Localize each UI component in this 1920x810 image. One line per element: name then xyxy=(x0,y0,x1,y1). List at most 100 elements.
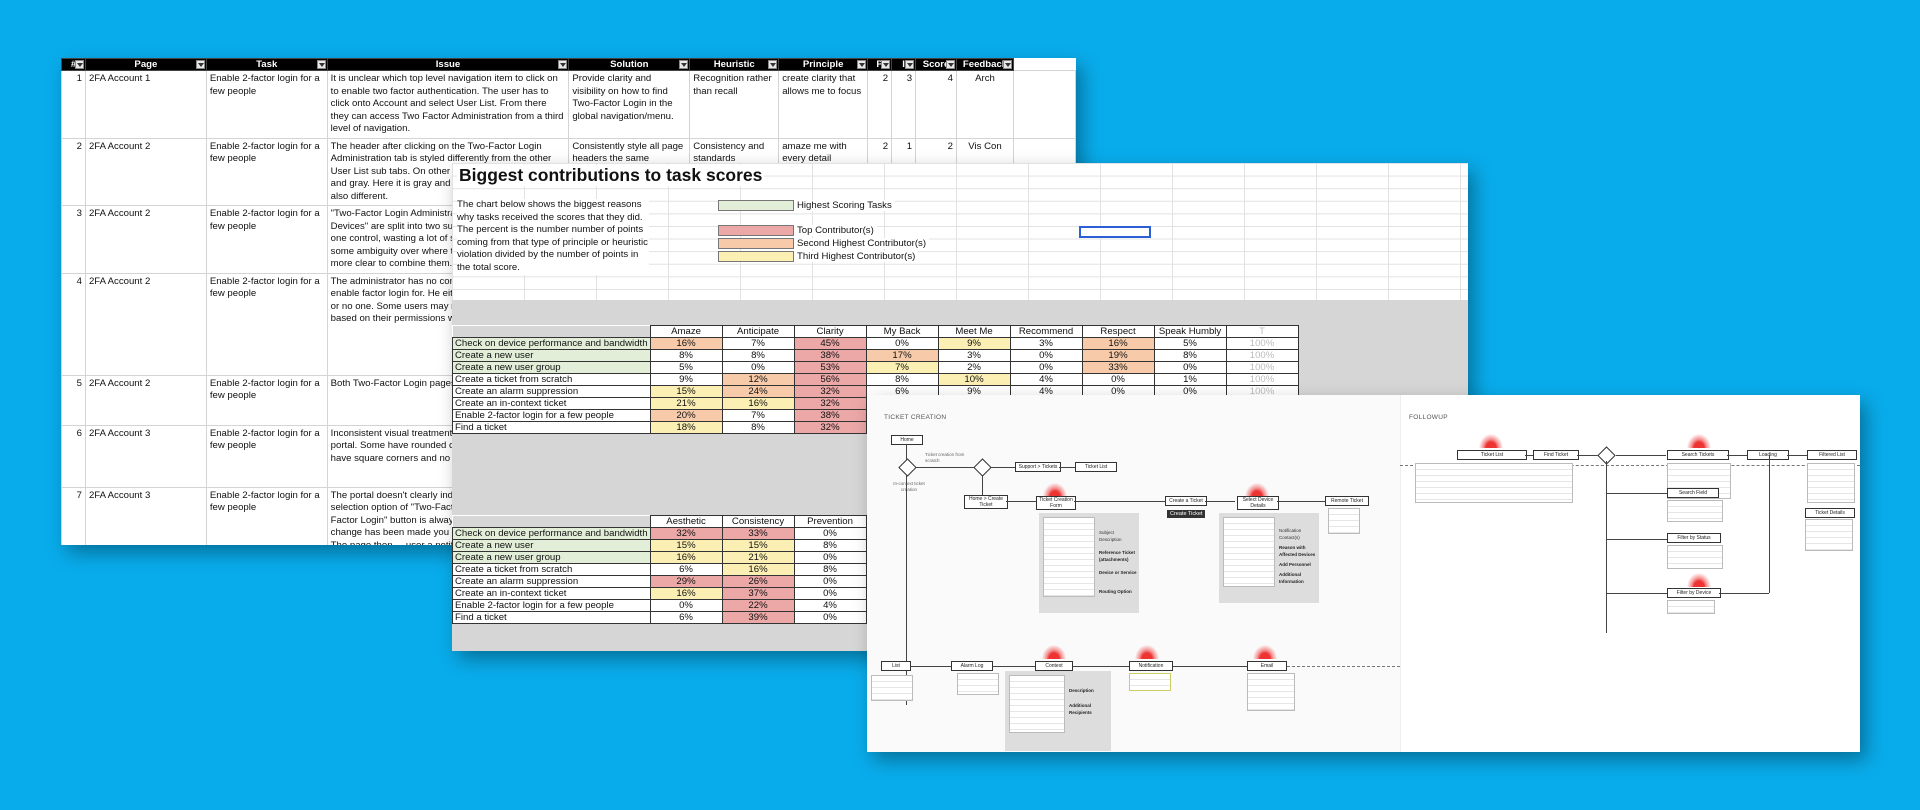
column-header-heuristic[interactable]: Heuristic xyxy=(689,58,780,71)
percent-cell[interactable]: 7% xyxy=(721,409,795,422)
percent-cell[interactable]: 0% xyxy=(793,575,867,588)
percent-cell[interactable]: 0% xyxy=(793,587,867,600)
cell-page[interactable]: 2FA Account 2 xyxy=(84,272,207,376)
cell-score[interactable]: 4 xyxy=(915,70,958,139)
node-find-ticket[interactable]: Find Ticket xyxy=(1533,450,1579,460)
node-search-tickets[interactable]: Search Tickets xyxy=(1667,450,1729,460)
percent-cell[interactable]: 4% xyxy=(793,599,867,612)
node-remote-ticket[interactable]: Remote Ticket xyxy=(1325,496,1369,506)
cell-n[interactable]: 5 xyxy=(61,374,86,426)
node-select-device[interactable]: Select Device Details xyxy=(1237,496,1279,510)
percent-cell[interactable]: 16% xyxy=(649,551,723,564)
col-aesthetic[interactable]: Aesthetic xyxy=(649,515,723,528)
node-notification[interactable]: Notification xyxy=(1129,661,1173,671)
percent-cell[interactable]: 38% xyxy=(793,409,867,422)
filter-dropdown-icon[interactable] xyxy=(768,60,778,69)
cell-solution[interactable]: Provide clarity and visibility on how to… xyxy=(568,70,691,139)
percent-cell[interactable]: 4% xyxy=(1009,373,1083,386)
task-name[interactable]: Check on device performance and bandwidt… xyxy=(452,337,651,350)
cell-task[interactable]: Enable 2-factor login for a few people xyxy=(205,205,328,274)
task-name[interactable]: Enable 2-factor login for a few people xyxy=(452,599,651,612)
filter-dropdown-icon[interactable] xyxy=(74,60,84,69)
percent-cell[interactable]: 16% xyxy=(721,397,795,410)
task-name[interactable]: Create an in-context ticket xyxy=(452,587,651,600)
percent-cell[interactable]: 5% xyxy=(1153,337,1227,350)
column-header-i[interactable]: I xyxy=(891,58,917,71)
percent-cell[interactable]: 0% xyxy=(1009,361,1083,374)
column-header-issue[interactable]: Issue xyxy=(326,58,570,71)
create-ticket-button[interactable]: Create Ticket xyxy=(1167,510,1206,518)
column-header-p[interactable]: P xyxy=(867,58,893,71)
percent-cell[interactable]: 15% xyxy=(649,385,723,398)
col-prevention[interactable]: Prevention xyxy=(793,515,867,528)
percent-cell[interactable]: 0% xyxy=(1009,349,1083,362)
percent-cell[interactable]: 22% xyxy=(721,599,795,612)
node-ticket-details[interactable]: Ticket Details xyxy=(1805,508,1855,518)
percent-cell[interactable]: 0% xyxy=(649,599,723,612)
percent-cell[interactable]: 21% xyxy=(721,551,795,564)
task-name[interactable]: Create a new user xyxy=(452,349,651,362)
cell-p[interactable]: 2 xyxy=(867,70,893,139)
column-header-score[interactable]: Score xyxy=(915,58,958,71)
cell-issue[interactable]: The header after clicking on the Two-Fac… xyxy=(326,137,570,206)
cell-n[interactable]: 3 xyxy=(61,205,86,274)
cell-principle[interactable]: create clarity that allows me to focus xyxy=(778,70,869,139)
column-header-solution[interactable]: Solution xyxy=(568,58,691,71)
percent-cell[interactable]: 8% xyxy=(793,563,867,576)
node-ticket-list[interactable]: Ticket List xyxy=(1457,450,1527,460)
percent-cell[interactable]: 21% xyxy=(649,397,723,410)
cell-task[interactable]: Enable 2-factor login for a few people xyxy=(205,424,328,488)
percent-cell[interactable]: 29% xyxy=(649,575,723,588)
task-name[interactable]: Create a new user xyxy=(452,539,651,552)
percent-cell[interactable]: 100% xyxy=(1225,361,1299,374)
node-home-create-ticket[interactable]: Home > Create Ticket xyxy=(964,495,1008,509)
col-clarity[interactable]: Clarity xyxy=(793,325,867,338)
percent-cell[interactable]: 38% xyxy=(793,349,867,362)
task-name[interactable]: Check on device performance and bandwidt… xyxy=(452,527,651,540)
percent-cell[interactable]: 0% xyxy=(793,611,867,624)
task-name[interactable]: Find a ticket xyxy=(452,421,651,434)
percent-cell[interactable]: 0% xyxy=(1153,361,1227,374)
filter-dropdown-icon[interactable] xyxy=(316,60,326,69)
percent-cell[interactable]: 45% xyxy=(793,337,867,350)
cell-page[interactable]: 2FA Account 3 xyxy=(84,424,207,488)
col-amaze[interactable]: Amaze xyxy=(649,325,723,338)
col-speak-humbly[interactable]: Speak Humbly xyxy=(1153,325,1227,338)
percent-cell[interactable]: 12% xyxy=(721,373,795,386)
percent-cell[interactable]: 6% xyxy=(649,611,723,624)
percent-cell[interactable]: 3% xyxy=(937,349,1011,362)
cell-empty[interactable] xyxy=(1013,70,1076,139)
percent-cell[interactable]: 2% xyxy=(937,361,1011,374)
percent-cell[interactable]: 26% xyxy=(721,575,795,588)
percent-cell[interactable]: 8% xyxy=(1153,349,1227,362)
cell-n[interactable]: 6 xyxy=(61,424,86,488)
cell-page[interactable]: 2FA Account 2 xyxy=(84,374,207,426)
percent-cell[interactable]: 37% xyxy=(721,587,795,600)
percent-cell[interactable]: 10% xyxy=(937,373,1011,386)
percent-cell[interactable]: 8% xyxy=(793,539,867,552)
percent-cell[interactable]: 16% xyxy=(649,337,723,350)
percent-cell[interactable]: 100% xyxy=(1225,337,1299,350)
cell-task[interactable]: Enable 2-factor login for a few people xyxy=(205,272,328,376)
node-filter-status[interactable]: Filter by Status xyxy=(1667,533,1721,543)
col-meet-me[interactable]: Meet Me xyxy=(937,325,1011,338)
percent-cell[interactable]: 32% xyxy=(793,421,867,434)
task-name[interactable]: Create a ticket from scratch xyxy=(452,373,651,386)
cell-feedback[interactable]: Arch xyxy=(956,70,1014,139)
percent-cell[interactable]: 8% xyxy=(865,373,939,386)
filter-dropdown-icon[interactable] xyxy=(679,60,689,69)
cell-n[interactable]: 7 xyxy=(61,486,86,545)
percent-cell[interactable]: 7% xyxy=(865,361,939,374)
percent-cell[interactable]: 16% xyxy=(649,587,723,600)
column-header-page[interactable]: Page xyxy=(84,58,207,71)
task-name[interactable]: Enable 2-factor login for a few people xyxy=(452,409,651,422)
percent-cell[interactable]: 3% xyxy=(1009,337,1083,350)
percent-cell[interactable]: 0% xyxy=(793,527,867,540)
task-name[interactable]: Find a ticket xyxy=(452,611,651,624)
percent-cell[interactable]: 32% xyxy=(793,397,867,410)
col-respect[interactable]: Respect xyxy=(1081,325,1155,338)
percent-cell[interactable]: 56% xyxy=(793,373,867,386)
percent-cell[interactable]: 9% xyxy=(937,337,1011,350)
column-header-index[interactable]: # xyxy=(61,58,86,71)
node-ticket-creation-form[interactable]: Ticket Creation Form xyxy=(1036,496,1076,510)
